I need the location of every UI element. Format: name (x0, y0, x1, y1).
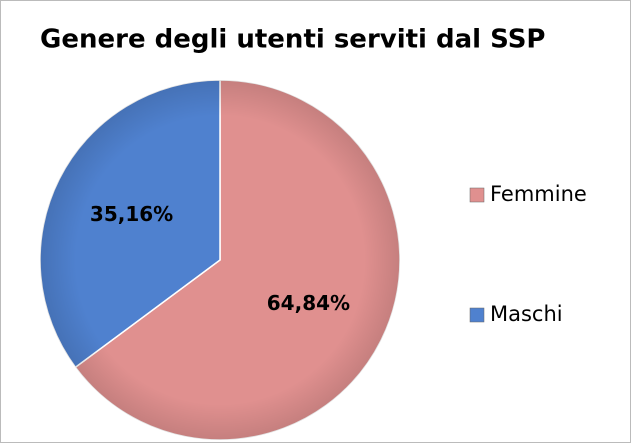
chart-title: Genere degli utenti serviti dal SSP (40, 25, 545, 55)
data-label: 64,84% (267, 291, 350, 315)
data-label: 35,16% (90, 202, 173, 226)
legend-label: Femmine (490, 182, 587, 206)
legend-swatch (469, 307, 485, 323)
legend-label: Maschi (490, 302, 563, 326)
legend-swatch (469, 187, 485, 203)
